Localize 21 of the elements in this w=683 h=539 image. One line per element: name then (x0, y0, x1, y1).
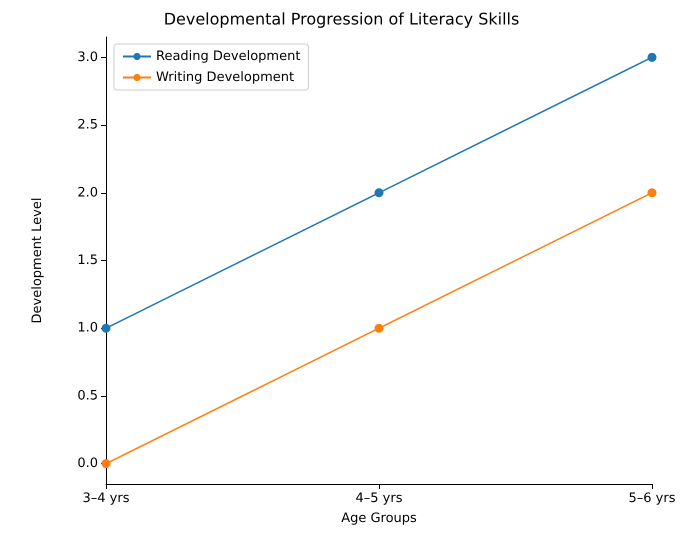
point (102, 459, 110, 468)
y-tick-label: 2.0 (77, 185, 98, 200)
y-tick-label: 0.5 (77, 388, 98, 404)
legend-label: Writing Development (156, 70, 294, 85)
y-tick-label: 3.0 (77, 50, 98, 65)
point (102, 324, 110, 333)
point (648, 52, 656, 62)
point (374, 324, 384, 333)
x-tick-label: 3–4 yrs (82, 491, 130, 506)
legend-label: Reading Development (156, 49, 300, 64)
x-tick-label: 4–5 yrs (356, 491, 403, 506)
x-axis-title: Age Groups (341, 511, 418, 526)
y-axis-title: Development Level (30, 198, 45, 324)
chart-title: Developmental Progression of Literacy Skills (164, 10, 520, 28)
y-tick-label: 2.5 (77, 118, 98, 133)
x-tick-label: 5–6 yrs (628, 491, 676, 506)
point (648, 188, 656, 198)
y-tick-label: 1.5 (77, 253, 98, 268)
y-tick-label: 0.0 (77, 456, 98, 472)
y-tick-label: 1.0 (77, 320, 98, 336)
point (374, 188, 384, 198)
